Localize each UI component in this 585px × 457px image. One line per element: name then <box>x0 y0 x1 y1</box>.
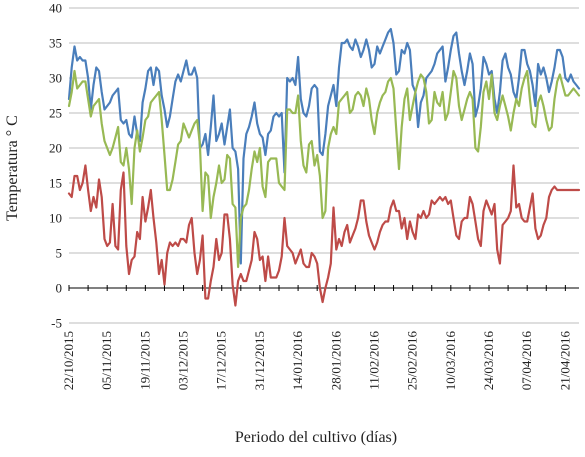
x-tick-labels: 22/10/2015 05/11/2015 19/11/2015 03/12/2015… <box>61 331 572 391</box>
x-tick-label: 31/12/2015 <box>252 331 267 390</box>
y-tick-label: 15 <box>49 176 62 191</box>
y-tick-label: 40 <box>49 1 62 16</box>
x-tick-label: 21/04/2016 <box>557 331 572 391</box>
x-tick-label: 22/10/2015 <box>61 331 76 390</box>
x-tick-label: 14/01/2016 <box>290 331 305 391</box>
x-tick-label: 25/02/2016 <box>405 331 420 391</box>
y-tick-label: 25 <box>49 106 62 121</box>
y-tick-label: 35 <box>49 36 62 51</box>
x-tick-label: 07/04/2016 <box>519 331 534 391</box>
x-tick-label: 05/11/2015 <box>99 331 114 390</box>
series-lines <box>67 27 581 307</box>
x-tick-label: 03/12/2015 <box>176 331 191 390</box>
y-axis-label: Temperatura ° C <box>4 115 21 221</box>
y-tick-label: 30 <box>49 71 62 86</box>
x-axis-label: Periodo del cultivo (días) <box>235 429 397 446</box>
x-tick-label: 17/12/2015 <box>214 331 229 390</box>
y-tick-label: 0 <box>56 281 63 296</box>
x-tick-label: 19/11/2015 <box>137 331 152 390</box>
x-tick-label: 11/02/2016 <box>366 331 381 390</box>
y-tick-label: 10 <box>49 211 62 226</box>
gridlines <box>69 7 579 324</box>
y-tick-label: 20 <box>49 141 62 156</box>
y-tick-label: 5 <box>56 246 63 261</box>
y-tick-label: -5 <box>51 316 62 331</box>
series-line-2 <box>67 69 581 269</box>
x-tick-label: 28/01/2016 <box>328 331 343 391</box>
series-line-3 <box>67 164 581 307</box>
axes <box>68 285 579 291</box>
y-tick-labels: -5 0 5 10 15 20 25 30 35 40 <box>49 1 62 331</box>
x-tick-label: 24/03/2016 <box>481 331 496 391</box>
x-tick-label: 10/03/2016 <box>443 331 458 391</box>
